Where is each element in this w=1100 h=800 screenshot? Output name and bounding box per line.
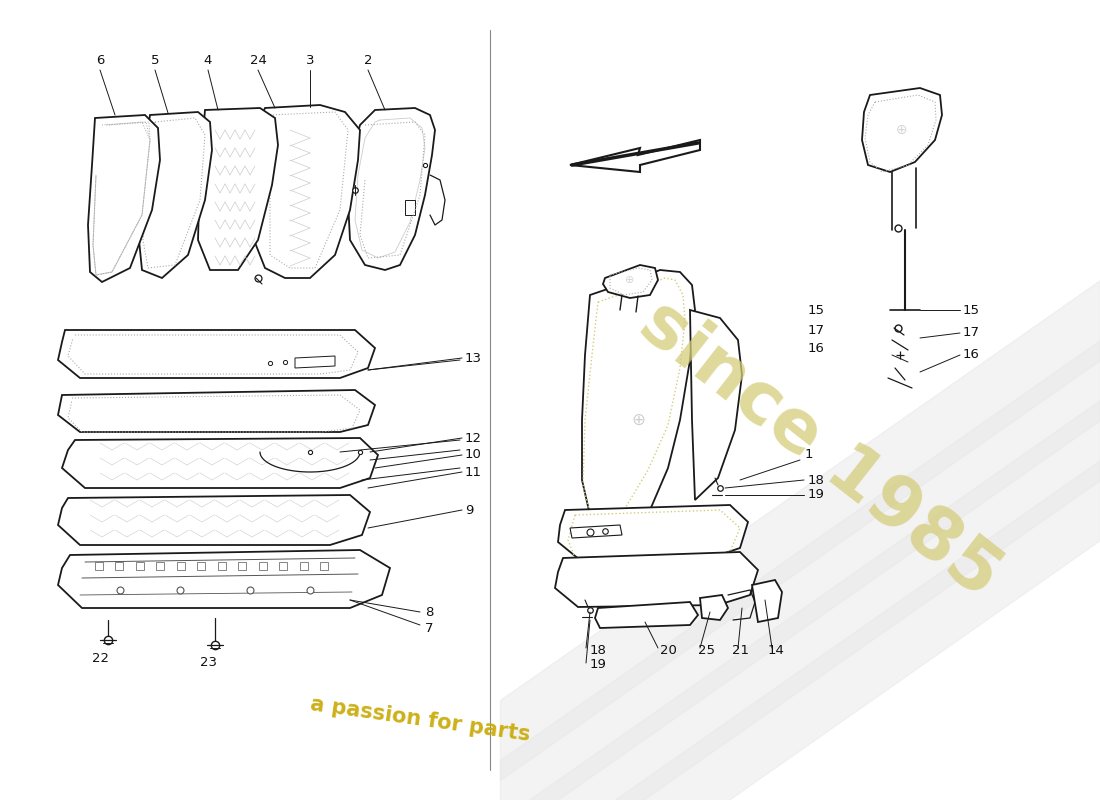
Text: 1: 1 <box>805 449 814 462</box>
Polygon shape <box>603 265 658 298</box>
Text: 6: 6 <box>96 54 104 66</box>
Text: 23: 23 <box>200 655 217 669</box>
Text: 20: 20 <box>660 643 676 657</box>
Polygon shape <box>595 602 698 628</box>
Text: 11: 11 <box>465 466 482 478</box>
Polygon shape <box>62 438 378 488</box>
Polygon shape <box>116 562 123 570</box>
Text: ⊕: ⊕ <box>631 411 645 429</box>
Text: 15: 15 <box>962 303 980 317</box>
Polygon shape <box>250 105 360 278</box>
Polygon shape <box>58 495 370 545</box>
Text: 16: 16 <box>962 349 980 362</box>
Text: 10: 10 <box>465 449 482 462</box>
Text: 2: 2 <box>364 54 372 66</box>
Polygon shape <box>348 108 435 270</box>
Polygon shape <box>177 562 185 570</box>
Polygon shape <box>320 562 328 570</box>
Polygon shape <box>156 562 164 570</box>
Text: 13: 13 <box>465 351 482 365</box>
Text: ⊕: ⊕ <box>896 123 907 137</box>
Text: 8: 8 <box>425 606 433 618</box>
Text: 22: 22 <box>92 651 109 665</box>
Polygon shape <box>58 330 375 378</box>
Text: 16: 16 <box>808 342 825 354</box>
Polygon shape <box>197 562 206 570</box>
Polygon shape <box>136 562 144 570</box>
Polygon shape <box>299 562 308 570</box>
Polygon shape <box>752 580 782 622</box>
Polygon shape <box>138 112 212 278</box>
Text: 18: 18 <box>590 643 607 657</box>
Text: ⊕: ⊕ <box>625 275 635 285</box>
Text: 15: 15 <box>808 303 825 317</box>
Polygon shape <box>58 390 375 432</box>
Text: 19: 19 <box>590 658 607 671</box>
Polygon shape <box>570 525 622 538</box>
Text: 24: 24 <box>250 54 266 66</box>
Polygon shape <box>690 310 743 500</box>
Text: 9: 9 <box>465 503 473 517</box>
Text: 3: 3 <box>306 54 315 66</box>
Polygon shape <box>88 115 160 282</box>
Text: 5: 5 <box>151 54 160 66</box>
Text: 19: 19 <box>808 489 825 502</box>
Polygon shape <box>239 562 246 570</box>
Text: 25: 25 <box>698 643 715 657</box>
Polygon shape <box>582 270 695 532</box>
Polygon shape <box>862 88 942 172</box>
Polygon shape <box>570 140 700 172</box>
Polygon shape <box>405 200 415 215</box>
Polygon shape <box>556 552 758 607</box>
Polygon shape <box>218 562 226 570</box>
Polygon shape <box>558 505 748 560</box>
Polygon shape <box>700 595 728 620</box>
Polygon shape <box>279 562 287 570</box>
Text: 4: 4 <box>204 54 212 66</box>
Text: since 1985: since 1985 <box>626 288 1013 612</box>
Text: a passion for parts: a passion for parts <box>309 694 531 746</box>
Text: 14: 14 <box>768 643 785 657</box>
Text: 17: 17 <box>808 323 825 337</box>
Polygon shape <box>295 356 336 368</box>
Text: 7: 7 <box>425 622 433 634</box>
Text: 18: 18 <box>808 474 825 486</box>
Polygon shape <box>198 108 278 270</box>
Polygon shape <box>95 562 103 570</box>
Polygon shape <box>258 562 266 570</box>
Polygon shape <box>58 550 390 608</box>
Text: 21: 21 <box>732 643 749 657</box>
Text: 12: 12 <box>465 431 482 445</box>
Text: 17: 17 <box>962 326 980 339</box>
